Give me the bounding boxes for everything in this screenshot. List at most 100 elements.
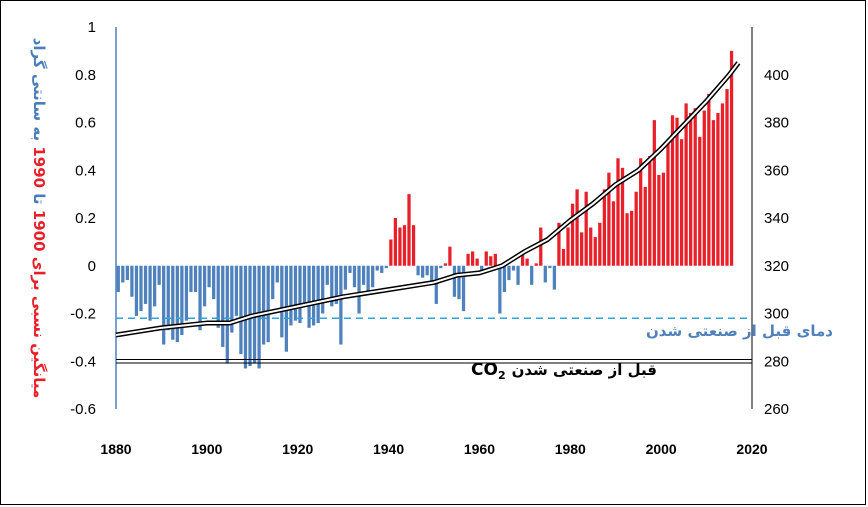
temperature-bar <box>421 265 425 278</box>
x-tick-label: 1900 <box>191 441 222 457</box>
temperature-bar <box>171 265 175 340</box>
temperature-bar <box>384 265 388 269</box>
x-tick-label: 1880 <box>100 441 131 457</box>
temperature-bar <box>570 203 575 266</box>
temperature-bar <box>525 258 529 266</box>
temperature-bar <box>361 265 366 285</box>
co2-label-prefix: CO <box>471 360 498 380</box>
temperature-bar <box>448 246 452 266</box>
temperature-bar <box>393 218 398 266</box>
temperature-bar <box>366 265 370 295</box>
temperature-bar <box>561 249 566 266</box>
x-axis-ticks: 1880 1900 1920 1940 1960 1980 2000 2020 <box>100 441 767 457</box>
temperature-bar <box>484 251 488 266</box>
x-tick-label: 2000 <box>646 441 677 457</box>
temperature-bar <box>543 265 547 283</box>
temperature-bar <box>212 265 216 300</box>
temperature-bar <box>598 222 602 266</box>
temperature-bar <box>407 194 411 266</box>
temperature-bar <box>616 158 620 266</box>
temperature-bar <box>593 237 597 266</box>
temperature-bar <box>689 112 693 266</box>
temperature-bar <box>457 265 461 300</box>
right-tick-label: 320 <box>764 258 789 275</box>
temperature-bar <box>648 155 652 266</box>
svg-text:میانگین نسبی برای 1900 تا 1990: میانگین نسبی برای 1900 تا 1990 به سانتی … <box>30 38 48 399</box>
temperature-bar <box>489 256 493 266</box>
temperature-bar <box>121 265 125 283</box>
right-tick-label: 280 <box>764 353 789 370</box>
temperature-bar <box>139 265 143 312</box>
co2-label-subscript: 2 <box>498 369 506 382</box>
y-axis-label-part: به سانتی گراد <box>30 38 48 147</box>
left-tick-label: 0 <box>88 258 96 275</box>
temperature-bar <box>184 265 189 321</box>
temperature-bar <box>321 265 325 314</box>
temperature-bar <box>343 265 348 290</box>
temperature-bar <box>520 253 525 266</box>
preindustrial-temperature-label: دمای قبل از صنعتی شدن <box>646 322 833 340</box>
y-axis-label-part: 1990 <box>30 146 48 188</box>
temperature-bar <box>511 265 516 271</box>
left-tick-label: -0.6 <box>70 401 96 418</box>
left-tick-label: 0.2 <box>75 210 96 227</box>
temperature-bar <box>439 265 443 269</box>
temperature-bar <box>175 265 179 343</box>
temperature-bar <box>234 265 239 316</box>
temperature-bar <box>452 265 457 297</box>
temperature-bar <box>657 175 661 266</box>
temperature-bar <box>434 265 438 304</box>
temperature-bar <box>461 265 466 312</box>
temperature-bar <box>375 265 379 271</box>
left-tick-label: 0.8 <box>75 67 96 84</box>
temperature-bar <box>166 265 170 331</box>
preindustrial-co2-label: CO2 قبل از صنعتی شدن <box>471 360 657 382</box>
temperature-bar <box>711 120 716 266</box>
temperature-bar <box>575 189 579 266</box>
temperature-bar <box>302 265 307 304</box>
temperature-bar <box>334 265 338 304</box>
temperature-bar <box>198 265 202 331</box>
right-tick-label: 380 <box>764 115 789 132</box>
right-tick-label: 340 <box>764 210 789 227</box>
temperature-bar <box>130 265 134 297</box>
temperature-bar <box>330 265 334 307</box>
temperature-bar <box>589 227 593 266</box>
x-tick-label: 1980 <box>555 441 586 457</box>
temperature-bar <box>693 108 697 266</box>
temperature-bar <box>225 265 229 364</box>
right-axis-ticks: 400 380 360 340 320 300 280 260 <box>764 67 789 418</box>
temperature-bar <box>629 210 634 266</box>
temperature-bar <box>348 265 352 273</box>
y-axis-label-part: میانگین نسبی برای 1900 <box>30 210 48 398</box>
temperature-bar <box>257 265 261 369</box>
temperature-bar <box>507 265 511 281</box>
temperature-bar <box>380 265 384 273</box>
temperature-bar <box>271 265 275 300</box>
temperature-bar <box>470 251 475 266</box>
temperature-bar <box>493 253 497 266</box>
temperature-bar <box>339 265 343 345</box>
temperature-bar <box>498 265 502 314</box>
temperature-bar <box>516 265 520 285</box>
temperature-bar <box>189 265 193 293</box>
temperature-bar <box>443 263 447 266</box>
temperature-bar <box>125 265 129 281</box>
temperature-bar <box>716 112 720 266</box>
temperature-bar <box>580 232 584 266</box>
co2-label-text: قبل از صنعتی شدن <box>512 361 657 379</box>
temperature-bar <box>311 265 316 326</box>
temperature-bar <box>371 265 375 288</box>
temperature-bar <box>293 265 298 321</box>
x-tick-label: 1940 <box>373 441 404 457</box>
temperature-bar <box>602 189 606 266</box>
temperature-bar <box>221 265 225 347</box>
right-tick-label: 260 <box>764 401 789 418</box>
co2-curve <box>115 61 741 338</box>
temperature-bar <box>389 239 393 266</box>
temperature-bar <box>402 225 407 266</box>
temperature-bar <box>639 158 643 266</box>
temperature-bar <box>352 265 357 288</box>
temperature-bar <box>502 265 507 293</box>
